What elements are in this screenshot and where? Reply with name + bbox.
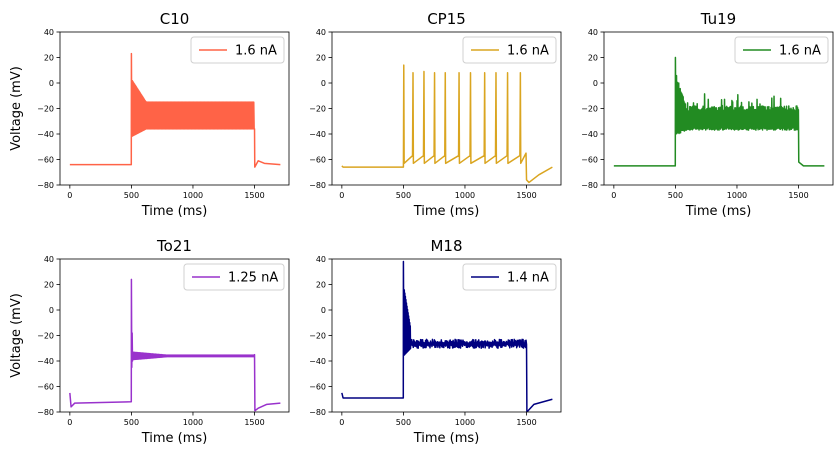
x-tick-label: 500	[396, 418, 411, 427]
legend-box	[462, 36, 557, 64]
x-tick-label: 1000	[455, 418, 475, 427]
legend-box	[462, 263, 557, 291]
x-tick-label: 1000	[183, 418, 203, 427]
y-tick-label: 20	[588, 54, 598, 63]
y-tick-label: −40	[309, 357, 326, 366]
x-tick-label: 1000	[727, 191, 747, 200]
legend-box	[183, 263, 285, 291]
y-tick-label: 20	[44, 54, 54, 63]
legend: 1.6 nA	[734, 36, 829, 64]
legend-box	[734, 36, 829, 64]
y-tick-label: −60	[309, 156, 326, 165]
x-tick-label: 1000	[183, 191, 203, 200]
y-tick-label: 20	[44, 281, 54, 290]
series-line-0	[613, 56, 825, 167]
x-tick-label: 500	[124, 418, 139, 427]
y-tick-label: 0	[321, 306, 326, 315]
series-line-0	[69, 278, 281, 412]
legend: 1.25 nA	[183, 263, 285, 291]
y-tick-label: −20	[37, 332, 54, 341]
x-tick-label: 1500	[516, 191, 536, 200]
legend-label: 1.6 nA	[235, 44, 277, 59]
legend-label: 1.6 nA	[779, 44, 821, 59]
y-tick-label: 0	[49, 79, 54, 88]
x-tick-label: 1500	[516, 418, 536, 427]
legend: 1.4 nA	[462, 263, 557, 291]
x-tick-label: 1000	[455, 191, 475, 200]
x-axis-label: Time (ms)	[413, 204, 480, 219]
legend-label: 1.25 nA	[228, 271, 278, 286]
y-tick-label: −40	[37, 130, 54, 139]
x-tick-label: 500	[668, 191, 683, 200]
y-tick-label: −60	[309, 383, 326, 392]
y-tick-label: −60	[37, 156, 54, 165]
x-axis-label: Time (ms)	[141, 431, 208, 446]
y-tick-label: −40	[581, 130, 598, 139]
y-tick-label: −80	[309, 408, 326, 417]
x-tick-label: 500	[124, 191, 139, 200]
panel-to21: 0 500 1000 1500 −80 −60 −40 −20 0 20 40 To21 Time (m…	[9, 237, 290, 446]
y-tick-label: −20	[581, 105, 598, 114]
y-tick-label: −80	[37, 181, 54, 190]
chart-title: M18	[430, 237, 462, 255]
y-tick-label: 0	[593, 79, 598, 88]
y-tick-label: −20	[309, 332, 326, 341]
y-tick-label: 40	[44, 255, 54, 264]
x-tick-label: 0	[67, 418, 72, 427]
legend-label: 1.4 nA	[507, 271, 549, 286]
x-tick-label: 0	[339, 418, 344, 427]
legend-box	[190, 36, 285, 64]
x-axis-label: Time (ms)	[141, 204, 208, 219]
panel-m18: 0 500 1000 1500 −80 −60 −40 −20 0 20 40 M18 Time (ms…	[309, 237, 562, 446]
y-tick-label: 40	[316, 28, 326, 37]
chart-title: Tu19	[700, 10, 736, 28]
legend-label: 1.6 nA	[507, 44, 549, 59]
y-tick-label: −60	[581, 156, 598, 165]
y-tick-label: 0	[321, 79, 326, 88]
y-axis-label: Voltage (mV)	[9, 293, 24, 378]
y-tick-label: 40	[44, 28, 54, 37]
y-tick-label: −40	[37, 357, 54, 366]
y-tick-label: −40	[309, 130, 326, 139]
x-axis-label: Time (ms)	[413, 431, 480, 446]
y-tick-label: −20	[37, 105, 54, 114]
x-tick-label: 0	[611, 191, 616, 200]
y-tick-label: −20	[309, 105, 326, 114]
y-tick-label: 0	[49, 306, 54, 315]
x-tick-label: 0	[67, 191, 72, 200]
y-tick-label: −80	[37, 408, 54, 417]
y-tick-label: −80	[581, 181, 598, 190]
panel-cp15: 0 500 1000 1500 −80 −60 −40 −20 0 20 40 CP15 Time (m…	[309, 10, 562, 219]
x-tick-label: 0	[339, 191, 344, 200]
y-tick-label: 40	[316, 255, 326, 264]
y-tick-label: −80	[309, 181, 326, 190]
legend: 1.6 nA	[462, 36, 557, 64]
chart-title: CP15	[427, 10, 466, 28]
panel-c10: 0 500 1000 1500 −80 −60 −40 −20 0 20 40 C10 Time (ms…	[9, 10, 290, 219]
chart-title: To21	[156, 237, 192, 255]
y-tick-label: 20	[316, 281, 326, 290]
series-line-0	[341, 64, 553, 184]
y-tick-label: −60	[37, 383, 54, 392]
chart-title: C10	[160, 10, 190, 28]
x-axis-label: Time (ms)	[685, 204, 752, 219]
series-line-0	[341, 260, 553, 412]
x-tick-label: 500	[396, 191, 411, 200]
y-tick-label: 40	[588, 28, 598, 37]
y-tick-label: 20	[316, 54, 326, 63]
x-tick-label: 1500	[788, 191, 808, 200]
x-tick-label: 1500	[244, 191, 264, 200]
x-tick-label: 1500	[244, 418, 264, 427]
legend: 1.6 nA	[190, 36, 285, 64]
panel-tu19: 0 500 1000 1500 −80 −60 −40 −20 0 20 40 Tu19 Time (m…	[581, 10, 834, 219]
y-axis-label: Voltage (mV)	[9, 66, 24, 151]
series-line-0	[69, 52, 281, 168]
